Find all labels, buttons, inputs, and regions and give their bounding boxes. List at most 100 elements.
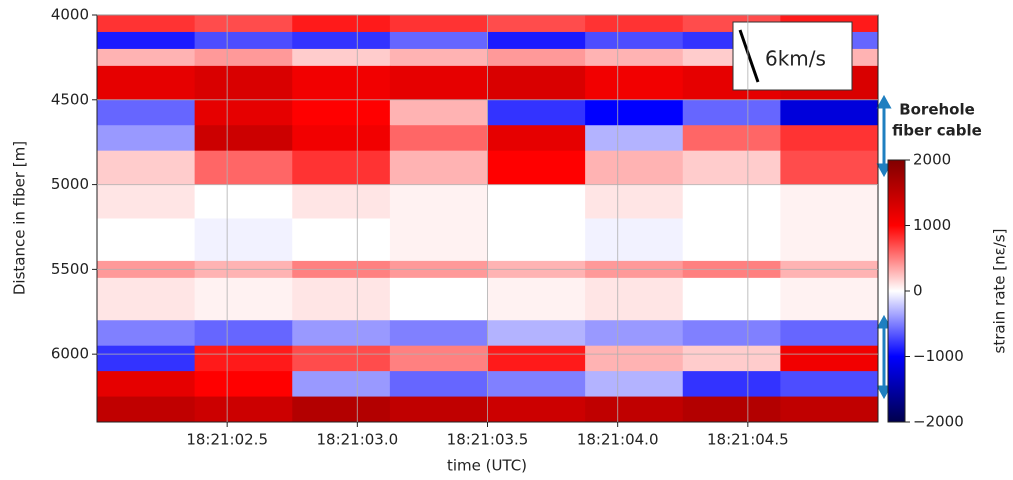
heatmap-cell xyxy=(292,218,391,262)
heatmap-cell xyxy=(292,150,391,186)
x-axis-label: time (UTC) xyxy=(447,457,527,475)
heatmap-cell xyxy=(780,345,879,372)
heatmap-cell xyxy=(389,218,488,262)
heatmap-cell xyxy=(389,150,488,186)
heatmap-cell xyxy=(585,65,684,101)
heatmap-cell xyxy=(682,125,781,152)
heatmap-cell xyxy=(682,396,781,423)
heatmap-cell xyxy=(585,150,684,186)
heatmap-cell xyxy=(487,184,586,219)
heatmap-cell xyxy=(585,125,684,152)
heatmap-cell xyxy=(97,31,196,50)
heatmap-cell xyxy=(389,125,488,152)
heatmap-cell xyxy=(389,345,488,372)
heatmap-cell xyxy=(389,277,488,321)
heatmap-cell xyxy=(780,396,879,423)
heatmap-cell xyxy=(389,15,488,33)
heatmap-cell xyxy=(194,345,293,372)
colorbar-tick-label: 0 xyxy=(913,282,923,300)
heatmap-cell xyxy=(585,48,684,67)
y-axis-label: Distance in fiber [m] xyxy=(11,141,29,295)
heatmap-cell xyxy=(585,320,684,347)
heatmap-cell xyxy=(780,320,879,347)
heatmap-cell xyxy=(292,371,391,398)
colorbar xyxy=(887,159,906,423)
heatmap-cell xyxy=(780,218,879,262)
heatmap-cell xyxy=(97,99,196,126)
heatmap-cell xyxy=(194,125,293,152)
side-label: fiber cable xyxy=(892,122,982,140)
heatmap-cell xyxy=(292,396,391,423)
heatmap-cell xyxy=(682,320,781,347)
heatmap-cell xyxy=(682,150,781,186)
y-tick-label: 4500 xyxy=(51,90,89,108)
heatmap-cell xyxy=(780,99,879,126)
heatmap-cell xyxy=(389,184,488,219)
heatmap-cell xyxy=(97,320,196,347)
heatmap-cell xyxy=(292,31,391,50)
heatmap-cell xyxy=(292,125,391,152)
heatmap-cell xyxy=(97,150,196,186)
heatmap-cell xyxy=(389,396,488,423)
heatmap-cell xyxy=(585,345,684,372)
y-tick-label: 6000 xyxy=(51,345,89,363)
heatmap-cell xyxy=(585,371,684,398)
heatmap-cell xyxy=(682,99,781,126)
colorbar-tick-label: 1000 xyxy=(913,216,951,234)
y-tick-label: 5500 xyxy=(51,260,89,278)
heatmap-cell xyxy=(97,65,196,101)
colorbar-tick-label: −1000 xyxy=(913,347,964,365)
heatmap-cell xyxy=(292,65,391,101)
y-tick-label: 5000 xyxy=(51,175,89,193)
heatmap-cell xyxy=(292,184,391,219)
heatmap-cell xyxy=(780,125,879,152)
heatmap-cell xyxy=(487,396,586,423)
heatmap-cell xyxy=(487,65,586,101)
heatmap-cell xyxy=(389,65,488,101)
x-tick-label: 18:21:02.5 xyxy=(186,431,268,449)
heatmap-cell xyxy=(487,277,586,321)
heatmap-cell xyxy=(194,15,293,33)
colorbar-tick-label: 2000 xyxy=(913,151,951,169)
heatmap-cell xyxy=(389,31,488,50)
heatmap-cell xyxy=(585,218,684,262)
heatmap-cell xyxy=(292,277,391,321)
annotation-box xyxy=(732,21,853,91)
x-tick-label: 18:21:04.5 xyxy=(707,431,789,449)
x-tick-label: 18:21:03.5 xyxy=(447,431,529,449)
heatmap-cell xyxy=(487,218,586,262)
heatmap-cell xyxy=(97,396,196,423)
heatmap-cell xyxy=(194,99,293,126)
heatmap-cell xyxy=(97,48,196,67)
heatmap-cell xyxy=(487,345,586,372)
heatmap-cell xyxy=(487,31,586,50)
heatmap-cell xyxy=(97,371,196,398)
heatmap-cell xyxy=(97,184,196,219)
heatmap-cell xyxy=(585,15,684,33)
heatmap-cell xyxy=(389,371,488,398)
heatmap-cell xyxy=(780,371,879,398)
heatmap-cell xyxy=(682,277,781,321)
heatmap-cell xyxy=(292,320,391,347)
x-tick-label: 18:21:04.0 xyxy=(577,431,659,449)
heatmap-cell xyxy=(585,184,684,219)
side-label: Borehole xyxy=(899,101,975,119)
heatmap-cell xyxy=(487,150,586,186)
heatmap-cell xyxy=(97,15,196,33)
heatmap-cell xyxy=(682,218,781,262)
heatmap-cell xyxy=(194,320,293,347)
heatmap-cell xyxy=(585,277,684,321)
heatmap-cell xyxy=(194,371,293,398)
heatmap-cell xyxy=(780,150,879,186)
heatmap-cell xyxy=(487,371,586,398)
x-tick-label: 18:21:03.0 xyxy=(316,431,398,449)
heatmap-cell xyxy=(194,65,293,101)
annotation-text: 6km/s xyxy=(765,47,826,71)
heatmap-cell xyxy=(194,184,293,219)
heatmap-cell xyxy=(194,150,293,186)
heatmap-cell xyxy=(97,277,196,321)
heatmap-cell xyxy=(97,218,196,262)
heatmap-cell xyxy=(194,31,293,50)
heatmap-cell xyxy=(292,48,391,67)
